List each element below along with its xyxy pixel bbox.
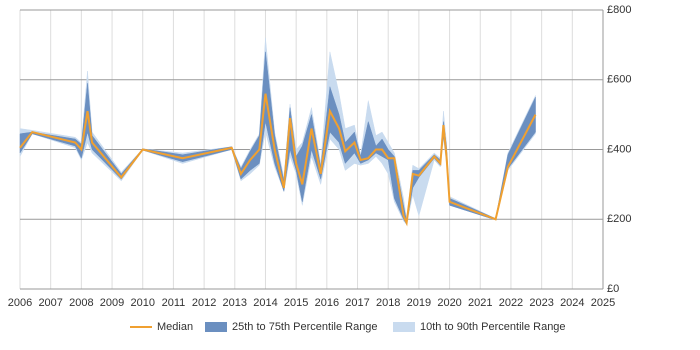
y-tick-label: £200 xyxy=(607,213,631,225)
x-tick-label: 2012 xyxy=(192,297,216,309)
x-tick-label: 2014 xyxy=(253,297,277,309)
percentile-band xyxy=(19,51,536,226)
x-tick-label: 2025 xyxy=(591,297,615,309)
legend-label: 10th to 90th Percentile Range xyxy=(420,321,566,333)
x-tick-label: 2011 xyxy=(162,297,186,309)
x-tick-label: 2009 xyxy=(100,297,124,309)
x-tick-label: 2013 xyxy=(223,297,247,309)
y-tick-label: £600 xyxy=(607,74,631,86)
x-tick-label: 2021 xyxy=(468,297,492,309)
y-tick-label: £800 xyxy=(607,4,631,16)
y-tick-label: £400 xyxy=(607,143,631,155)
x-tick-label: 2006 xyxy=(8,297,32,309)
x-tick-label: 2017 xyxy=(345,297,369,309)
x-tick-label: 2007 xyxy=(38,297,62,309)
x-tick-label: 2023 xyxy=(529,297,553,309)
legend-swatch xyxy=(393,322,415,332)
legend-swatch xyxy=(205,322,227,332)
median-line xyxy=(19,93,537,227)
legend-label: Median xyxy=(157,321,193,333)
x-tick-label: 2022 xyxy=(499,297,523,309)
x-tick-label: 2020 xyxy=(437,297,461,309)
x-tick-label: 2019 xyxy=(407,297,431,309)
x-tick-label: 2024 xyxy=(560,297,584,309)
x-tick-label: 2016 xyxy=(315,297,339,309)
x-tick-label: 2008 xyxy=(69,297,93,309)
y-tick-label: £0 xyxy=(607,283,619,295)
legend-label: 25th to 75th Percentile Range xyxy=(232,321,378,333)
percentile-band xyxy=(19,37,536,226)
x-tick-label: 2018 xyxy=(376,297,400,309)
x-tick-label: 2010 xyxy=(130,297,154,309)
x-tick-label: 2015 xyxy=(284,297,308,309)
